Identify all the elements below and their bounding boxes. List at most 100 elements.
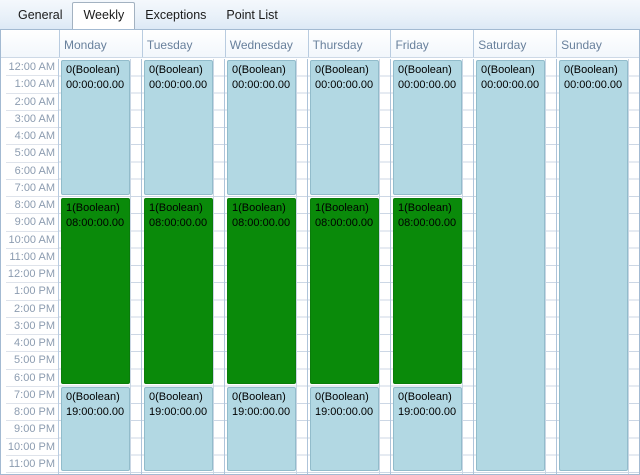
event-time: 08:00:00.00 [66, 216, 125, 229]
day-header-wednesday: Wednesday [224, 30, 308, 57]
schedule-event-tuesday-08:00:00.00[interactable]: 1(Boolean) 08:00:00.00 [144, 197, 213, 385]
day-header-tuesday: Tuesday [141, 30, 225, 57]
time-label: 11:00 AM [6, 249, 58, 266]
day-column-wednesday[interactable]: 0(Boolean) 00:00:00.00 1(Boolean) 08:00:00.… [225, 59, 308, 474]
weekly-schedule-grid: Monday Tuesday Wednesday Thursday Friday Satu… [0, 29, 640, 475]
tab-general[interactable]: General [18, 8, 63, 22]
time-gutter: 12:00 AM 1:00 AM 2:00 AM 3:00 AM 4:00 AM 5:00… [1, 59, 59, 474]
time-label: 3:00 PM [6, 318, 58, 335]
schedule-event-thursday-19:00:00.00[interactable]: 0(Boolean) 19:00:00.00 [310, 387, 379, 471]
event-time: 00:00:00.00 [315, 78, 374, 91]
event-value: 0(Boolean) [315, 63, 369, 76]
schedule-event-friday-00:00:00.00[interactable]: 0(Boolean) 00:00:00.00 [393, 59, 462, 195]
schedule-event-monday-00:00:00.00[interactable]: 0(Boolean) 00:00:00.00 [61, 59, 130, 195]
schedule-body: 12:00 AM 1:00 AM 2:00 AM 3:00 AM 4:00 AM 5:00… [1, 59, 639, 474]
schedule-event-monday-08:00:00.00[interactable]: 1(Boolean) 08:00:00.00 [61, 197, 130, 385]
time-label: 1:00 PM [6, 283, 58, 301]
schedule-event-tuesday-00:00:00.00[interactable]: 0(Boolean) 00:00:00.00 [144, 59, 213, 195]
event-time: 08:00:00.00 [149, 216, 208, 229]
day-column-tuesday[interactable]: 0(Boolean) 00:00:00.00 1(Boolean) 08:00:00.… [142, 59, 225, 474]
event-time: 00:00:00.00 [564, 78, 623, 91]
schedule-event-thursday-08:00:00.00[interactable]: 1(Boolean) 08:00:00.00 [310, 197, 379, 385]
event-time: 19:00:00.00 [315, 406, 374, 419]
time-label: 3:00 AM [6, 111, 58, 128]
event-value: 0(Boolean) [66, 391, 120, 404]
time-label: 4:00 PM [6, 335, 58, 353]
schedule-event-tuesday-19:00:00.00[interactable]: 0(Boolean) 19:00:00.00 [144, 387, 213, 471]
schedule-event-wednesday-08:00:00.00[interactable]: 1(Boolean) 08:00:00.00 [227, 197, 296, 385]
day-column-monday[interactable]: 0(Boolean) 00:00:00.00 1(Boolean) 08:00:00.… [59, 59, 142, 474]
day-column-sunday[interactable]: 0(Boolean) 00:00:00.00 [557, 59, 639, 474]
event-time: 00:00:00.00 [232, 78, 291, 91]
time-label: 7:00 AM [6, 180, 58, 197]
event-value: 1(Boolean) [315, 201, 369, 214]
event-time: 08:00:00.00 [232, 216, 291, 229]
event-time: 00:00:00.00 [149, 78, 208, 91]
event-value: 0(Boolean) [315, 391, 369, 404]
day-column-saturday[interactable]: 0(Boolean) 00:00:00.00 [474, 59, 557, 474]
time-label: 8:00 AM [6, 197, 58, 215]
day-headers: Monday Tuesday Wednesday Thursday Friday Satu… [59, 30, 639, 57]
schedule-event-monday-19:00:00.00[interactable]: 0(Boolean) 19:00:00.00 [61, 387, 130, 471]
event-time: 08:00:00.00 [315, 216, 374, 229]
event-time: 00:00:00.00 [481, 78, 540, 91]
day-column-friday[interactable]: 0(Boolean) 00:00:00.00 1(Boolean) 08:00:00.… [391, 59, 474, 474]
schedule-event-wednesday-19:00:00.00[interactable]: 0(Boolean) 19:00:00.00 [227, 387, 296, 471]
event-value: 1(Boolean) [398, 201, 452, 214]
tab-exceptions[interactable]: Exceptions [145, 8, 207, 22]
event-value: 0(Boolean) [149, 63, 203, 76]
day-header-thursday: Thursday [307, 30, 391, 57]
day-columns: 0(Boolean) 00:00:00.00 1(Boolean) 08:00:00.… [59, 59, 639, 474]
time-label: 6:00 AM [6, 163, 58, 180]
event-value: 0(Boolean) [398, 63, 452, 76]
tab-weekly[interactable]: Weekly [72, 2, 136, 29]
day-header-friday: Friday [390, 30, 473, 57]
day-header-saturday: Saturday [473, 30, 556, 57]
event-value: 1(Boolean) [232, 201, 286, 214]
time-label: 12:00 AM [6, 59, 58, 77]
time-label: 10:00 PM [6, 439, 58, 456]
schedule-event-friday-19:00:00.00[interactable]: 0(Boolean) 19:00:00.00 [393, 387, 462, 471]
event-time: 19:00:00.00 [232, 406, 291, 419]
time-label: 7:00 PM [6, 387, 58, 404]
schedule-event-thursday-00:00:00.00[interactable]: 0(Boolean) 00:00:00.00 [310, 59, 379, 195]
tab-point-list[interactable]: Point List [226, 8, 278, 22]
event-value: 0(Boolean) [66, 63, 120, 76]
event-time: 00:00:00.00 [398, 78, 457, 91]
schedule-event-wednesday-00:00:00.00[interactable]: 0(Boolean) 00:00:00.00 [227, 59, 296, 195]
event-value: 0(Boolean) [398, 391, 452, 404]
time-label: 12:00 PM [6, 266, 58, 284]
day-header-row: Monday Tuesday Wednesday Thursday Friday Satu… [1, 30, 639, 58]
time-label: 8:00 PM [6, 404, 58, 422]
time-label: 2:00 PM [6, 301, 58, 318]
tab-bar: General Weekly Exceptions Point List [0, 0, 640, 29]
schedule-event-sunday-00:00:00.00[interactable]: 0(Boolean) 00:00:00.00 [559, 59, 628, 471]
schedule-event-saturday-00:00:00.00[interactable]: 0(Boolean) 00:00:00.00 [476, 59, 545, 471]
event-value: 1(Boolean) [66, 201, 120, 214]
time-label: 6:00 PM [6, 370, 58, 387]
event-time: 19:00:00.00 [66, 406, 125, 419]
event-value: 0(Boolean) [481, 63, 535, 76]
event-value: 0(Boolean) [564, 63, 618, 76]
event-value: 0(Boolean) [149, 391, 203, 404]
time-label: 9:00 PM [6, 421, 58, 439]
event-value: 0(Boolean) [232, 391, 286, 404]
time-label: 11:00 PM [6, 456, 58, 473]
event-value: 1(Boolean) [149, 201, 203, 214]
event-time: 00:00:00.00 [66, 78, 125, 91]
day-header-monday: Monday [59, 30, 142, 57]
event-time: 19:00:00.00 [398, 406, 457, 419]
day-header-sunday: Sunday [556, 30, 639, 57]
time-label: 5:00 PM [6, 352, 58, 370]
time-label: 5:00 AM [6, 145, 58, 163]
time-label: 10:00 AM [6, 232, 58, 249]
schedule-event-friday-08:00:00.00[interactable]: 1(Boolean) 08:00:00.00 [393, 197, 462, 385]
day-column-thursday[interactable]: 0(Boolean) 00:00:00.00 1(Boolean) 08:00:00.… [308, 59, 391, 474]
event-time: 08:00:00.00 [398, 216, 457, 229]
time-label: 1:00 AM [6, 76, 58, 94]
time-label: 2:00 AM [6, 94, 58, 111]
time-label: 9:00 AM [6, 214, 58, 232]
header-corner [1, 30, 59, 57]
event-time: 19:00:00.00 [149, 406, 208, 419]
